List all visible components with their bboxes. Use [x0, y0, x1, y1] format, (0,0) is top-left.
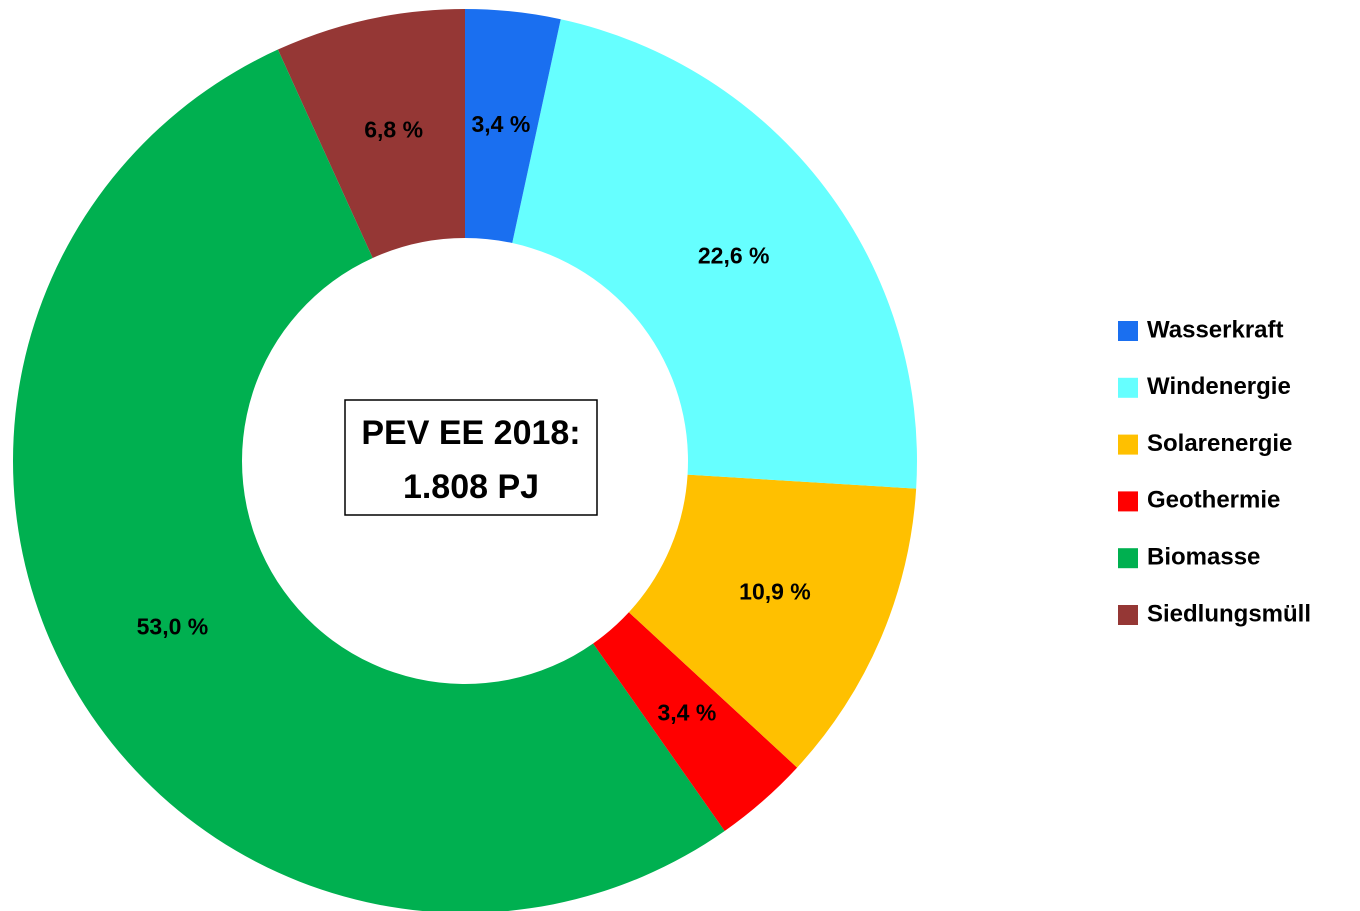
slice: [277, 9, 465, 259]
center-label: 1.808 PJ: [403, 468, 539, 506]
center-label: PEV EE 2018:: [361, 414, 580, 452]
slice: [512, 19, 917, 489]
legend-label: Windenergie: [1147, 373, 1291, 400]
legend-swatch: [1118, 377, 1138, 398]
legend-label: Biomasse: [1147, 544, 1260, 571]
center-box: [344, 399, 598, 516]
data-label: 53,0 %: [137, 613, 209, 639]
data-label: 3,4 %: [471, 111, 530, 137]
legend-label: Siedlungsmüll: [1147, 600, 1311, 627]
legend: Wasserkraft Windenergie Solarenergie Geothe…: [1118, 316, 1311, 627]
legend-label: Solarenergie: [1147, 430, 1292, 457]
slice: [593, 612, 798, 831]
legend-swatch: [1118, 434, 1138, 455]
legend-swatch: [1118, 548, 1138, 569]
legend-label: Geothermie: [1147, 487, 1280, 514]
slice: [628, 474, 917, 768]
legend-swatch: [1118, 491, 1138, 512]
legend-label: Wasserkraft: [1147, 316, 1284, 343]
legend-swatch: [1118, 321, 1138, 341]
data-label: 6,8 %: [364, 117, 423, 143]
legend-swatch: [1118, 605, 1138, 625]
slice: [465, 9, 561, 244]
data-label: 3,4 %: [657, 700, 716, 726]
slice: [13, 49, 725, 911]
data-label: 10,9 %: [739, 578, 811, 604]
data-label: 22,6 %: [698, 243, 770, 269]
